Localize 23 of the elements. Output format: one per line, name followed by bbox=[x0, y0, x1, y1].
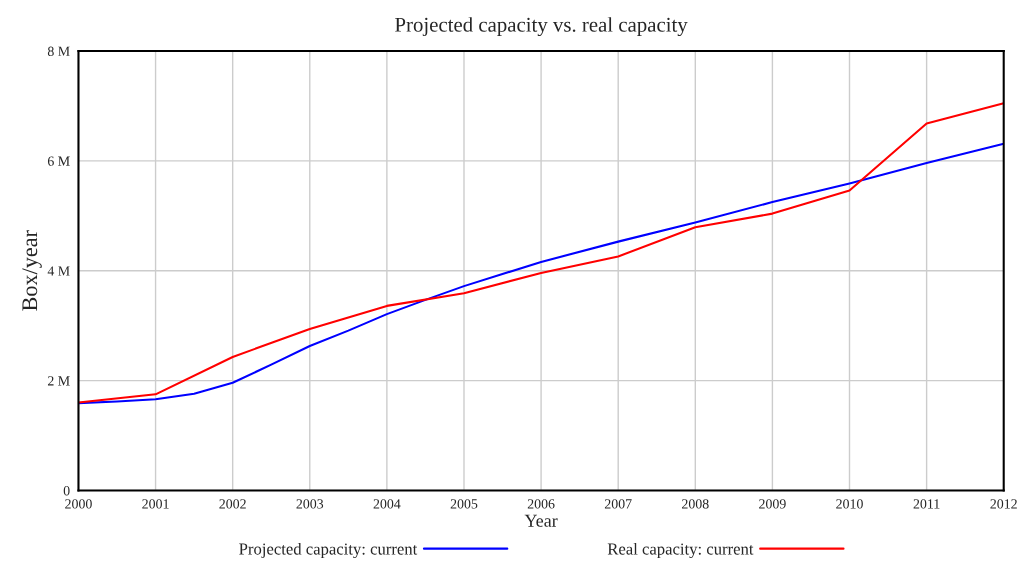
x-tick-label: 2004 bbox=[373, 499, 401, 509]
x-tick-label: 2011 bbox=[913, 499, 940, 509]
x-tick-label: 2002 bbox=[219, 499, 246, 509]
x-tick-label: 2005 bbox=[450, 499, 478, 509]
x-tick-label: 2009 bbox=[759, 499, 786, 509]
x-tick-label: 2012 bbox=[990, 499, 1017, 509]
legend-label: Projected capacity: current bbox=[239, 542, 418, 559]
x-tick-label: 2003 bbox=[296, 499, 324, 509]
x-tick-label: 2007 bbox=[604, 499, 632, 509]
x-tick-label: 2010 bbox=[836, 499, 863, 509]
legend-label: Real capacity: current bbox=[607, 542, 754, 559]
chart-title: Projected capacity vs. real capacity bbox=[395, 17, 688, 37]
x-tick-label: 2001 bbox=[142, 499, 169, 509]
y-tick-label: 8 M bbox=[47, 46, 70, 56]
y-axis-title: Box/year bbox=[22, 230, 42, 311]
y-tick-label: 6 M bbox=[47, 156, 70, 166]
y-tick-label: 0 bbox=[63, 486, 70, 496]
x-axis-title: Year bbox=[524, 514, 558, 527]
y-tick-label: 4 M bbox=[47, 266, 70, 276]
x-tick-label: 2008 bbox=[682, 499, 709, 509]
x-tick-label: 2006 bbox=[527, 499, 555, 509]
x-tick-label: 2000 bbox=[65, 499, 92, 509]
y-tick-label: 2 M bbox=[47, 376, 70, 386]
